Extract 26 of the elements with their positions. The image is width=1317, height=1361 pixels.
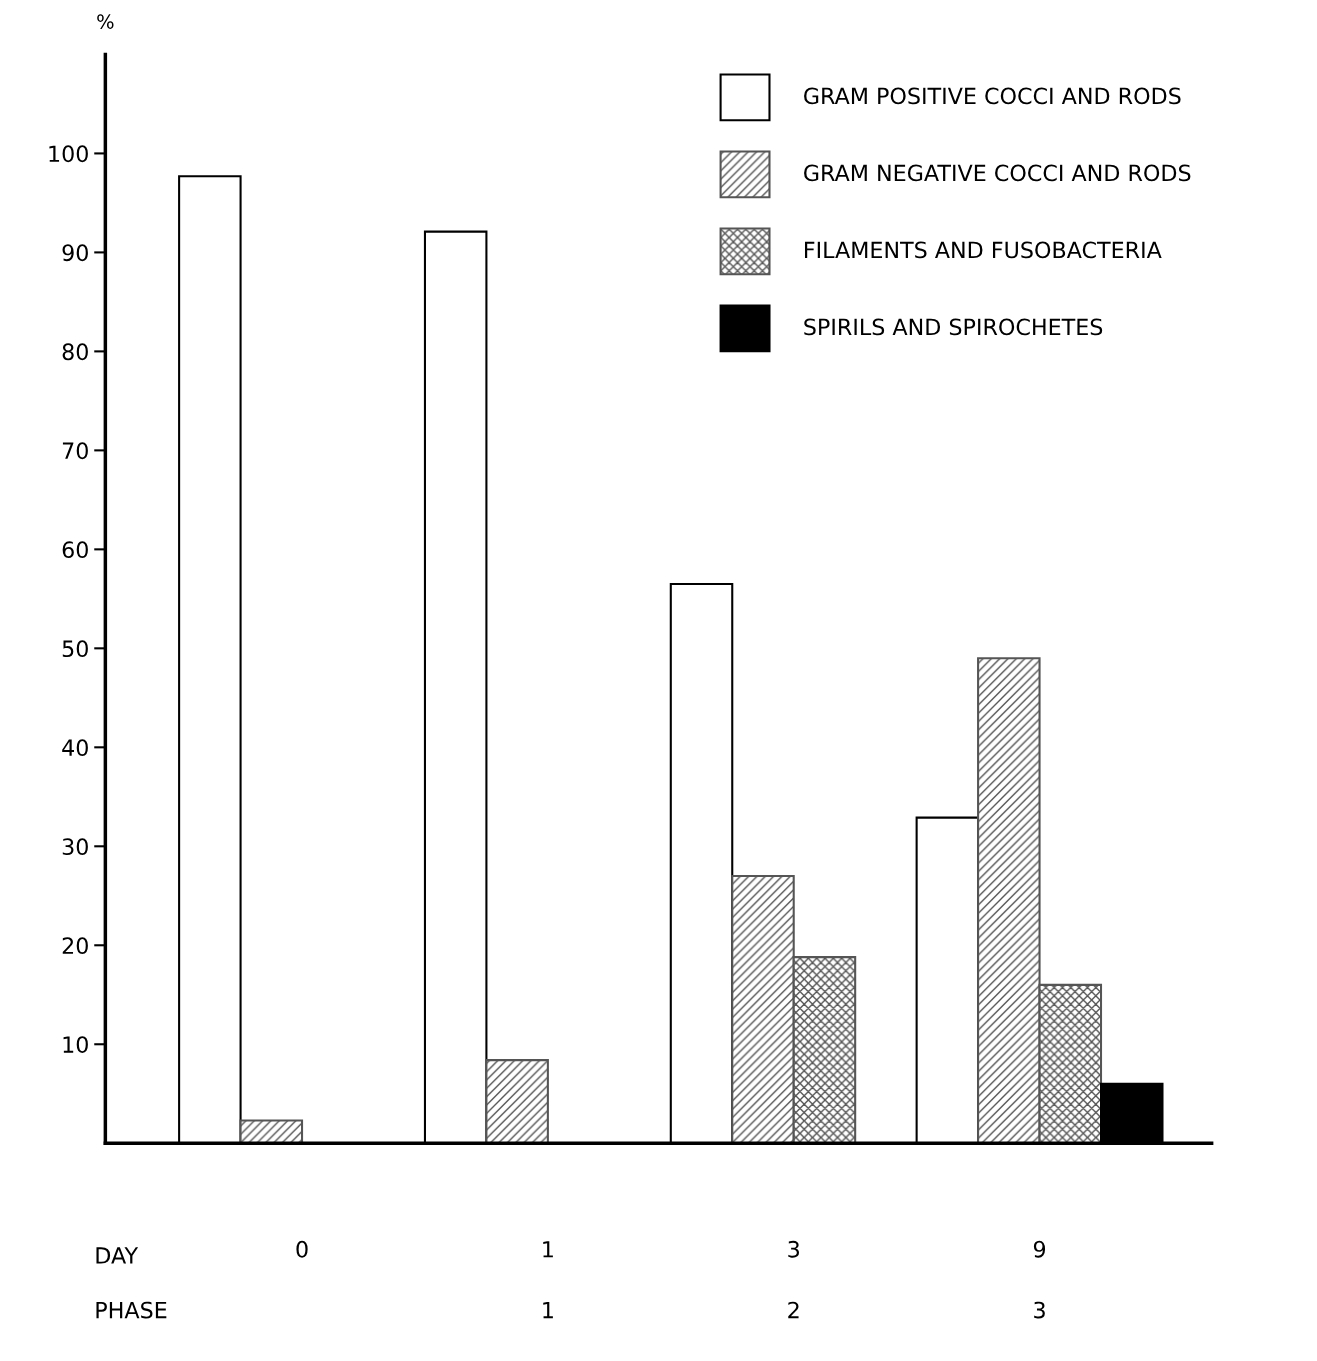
bar [485, 1059, 549, 1144]
text: 1 [543, 1301, 553, 1319]
x-tick-label: 0 [296, 1240, 308, 1258]
y-tick-label: 100 [49, 145, 88, 163]
y-tick-label: 60 [62, 541, 88, 559]
y-tick-label: 40 [62, 739, 88, 757]
y-tick-label: 70 [62, 442, 88, 460]
y-tick-label: 10 [63, 1036, 88, 1054]
text: 3 [1034, 1301, 1045, 1319]
legend-label: FILAMENTS AND FUSOBACTERIA [805, 241, 1162, 259]
text: PHASE [96, 1301, 167, 1319]
legend-label: GRAM POSITIVE COCCI AND RODS [804, 87, 1181, 105]
text: 2 [788, 1301, 799, 1319]
y-tick-label: 30 [62, 838, 88, 856]
y-tick-label: 50 [62, 640, 88, 658]
y-tick-label: 20 [62, 937, 88, 955]
legend-label: GRAM NEGATIVE COCCI AND RODS [804, 164, 1191, 182]
x-tick-label: 3 [788, 1240, 799, 1258]
y-tick-label: 90 [62, 244, 88, 262]
legend-label: SPIRILS AND SPIROCHETES [804, 318, 1103, 336]
x-tick-label: 1 [543, 1241, 553, 1258]
x-axis-title: DAY [96, 1247, 139, 1264]
x-tick-label: 9 [1033, 1240, 1046, 1258]
y-tick-label: 80 [62, 343, 88, 361]
y-axis-title: % [97, 14, 114, 29]
bar [239, 1119, 304, 1144]
